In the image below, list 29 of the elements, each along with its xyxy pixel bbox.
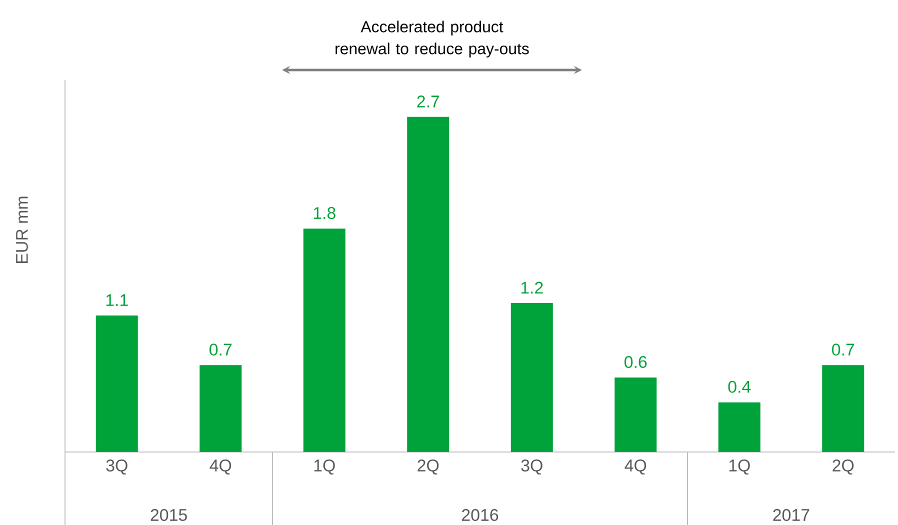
- data-label: 0.7: [210, 344, 232, 356]
- text: 2017: [773, 508, 810, 521]
- bar: [614, 378, 657, 452]
- data-label: 0.6: [624, 356, 647, 368]
- data-label: 1.1: [106, 294, 128, 306]
- x-tick-label: 3Q: [106, 460, 128, 475]
- bar: [718, 402, 760, 452]
- x-tick-label: 1Q: [314, 460, 335, 475]
- text: 2016: [462, 508, 498, 521]
- bar: [510, 303, 553, 452]
- x-tick-label: 2Q: [418, 460, 439, 475]
- text: Accelerated product renewal to reduce pay-outs: [336, 20, 529, 58]
- data-label: 1.8: [314, 207, 336, 220]
- x-tick-label: 4Q: [624, 460, 646, 475]
- x-tick-label: 1Q: [729, 460, 750, 475]
- x-tick-label: 4Q: [210, 460, 232, 475]
- bar: [407, 116, 450, 452]
- data-label: 1.2: [521, 282, 543, 294]
- y-axis-title: EUR mm: [16, 196, 28, 263]
- text: 2015: [150, 508, 187, 521]
- bar: [822, 365, 864, 452]
- data-label: 0.7: [832, 344, 854, 356]
- data-label: 2.7: [417, 96, 440, 108]
- data-label: 0.4: [728, 380, 751, 393]
- bar: [96, 315, 138, 452]
- x-tick-label: 2Q: [832, 460, 854, 475]
- bar: [303, 228, 346, 452]
- bar: [200, 365, 242, 452]
- x-tick-label: 3Q: [521, 460, 542, 475]
